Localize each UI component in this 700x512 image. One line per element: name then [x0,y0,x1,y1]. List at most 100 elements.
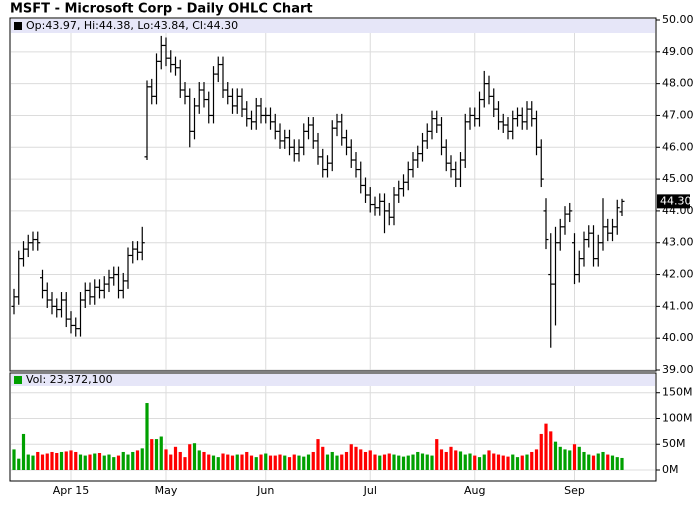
volume-bar [88,454,92,470]
volume-bar [40,454,45,470]
volume-bar [610,455,615,470]
volume-bar [245,451,249,470]
volume-bar [159,436,163,470]
volume-bar [468,453,472,470]
volume-bar [169,454,173,470]
y-tick-label: 41.00 [662,299,694,312]
volume-bar [340,454,344,470]
volume-bar [31,455,35,470]
y-tick-label: 46.00 [662,140,694,153]
volume-bar [373,454,377,470]
x-tick-label: Sep [564,484,585,497]
volume-bar [620,457,624,470]
volume-bar [21,433,26,470]
x-tick-label: Jun [256,484,274,497]
volume-bar [278,454,282,470]
volume-bar [188,444,192,470]
volume-bar [335,455,339,470]
volume-bar [69,450,73,470]
y-tick-label: 49.00 [662,45,694,58]
volume-bar [273,455,277,470]
volume-bar [316,439,320,470]
volume-icon [14,376,22,384]
volume-bar [154,439,159,470]
volume-bar [359,449,363,470]
volume-bar [207,454,211,470]
volume-bar [387,453,391,470]
volume-bar [587,454,591,470]
volume-bar [45,453,49,470]
volume-bar [264,453,268,470]
info-icon [14,22,22,30]
volume-bar [568,450,572,470]
volume-bar [463,454,467,470]
volume-bar [131,451,135,470]
price-panel [9,17,657,372]
volume-bar [74,451,78,470]
volume-bar [107,454,111,470]
volume-bar [439,449,444,470]
y-tick-label: 39.00 [662,363,694,376]
volume-bar [192,443,197,470]
volume-bar [116,455,121,470]
volume-bar [515,457,520,470]
volume-bar [534,449,539,470]
volume-bar [93,453,97,470]
volume-bar [216,457,220,470]
x-tick-label: May [155,484,178,497]
y-tick-label: 0M [662,463,679,476]
volume-bar [344,451,349,470]
volume-bar [59,451,64,470]
info-text: Op:43.97, Hi:44.38, Lo:43.84, Cl:44.30 [26,19,238,32]
y-tick-label: 50.00 [662,13,694,26]
volume-bar [268,455,273,470]
y-tick-label: 40.00 [662,331,694,344]
volume-bar [226,454,230,470]
volume-bar [235,454,239,470]
x-tick-label: Apr 15 [53,484,90,497]
volume-bar [354,446,358,470]
volume-bar [140,448,144,470]
volume-bar [64,451,68,470]
volume-bar [487,450,491,470]
volume-bar [520,455,524,470]
volume-bar [435,439,439,470]
last-price-label: 44.30 [660,194,692,207]
volume-bar [221,453,225,470]
x-tick-label: Jul [363,484,377,497]
volume-bar [492,453,496,470]
y-tick-label: 100M [662,411,693,424]
volume-bar [501,455,505,470]
volume-bar [454,450,458,470]
volume-bar [283,455,287,470]
volume-bar [83,455,87,470]
volume-bar [563,449,567,470]
volume-bar [292,454,296,470]
volume-bar [240,454,244,470]
volume-bar [112,457,116,470]
marks [11,35,625,470]
volume-bar [582,451,586,470]
volume-bar [539,433,543,470]
volume-bar [363,451,368,470]
info-bar [11,19,655,33]
volume-bar [349,444,353,470]
last-price-box [657,194,690,209]
y-tick-label: 43.00 [662,236,694,249]
volume-bar [496,454,501,470]
volume-bar [416,451,420,470]
volume-bar [145,403,149,470]
volume-bar [572,444,577,470]
volume-bar [97,453,102,470]
volume-bar [430,455,434,470]
y-tick-label: 45.00 [662,172,694,185]
volume-bar [420,453,425,470]
volume-bar [135,450,140,470]
y-tick-label: 150M [662,386,693,399]
volume-bar [311,451,315,470]
volume-bar [259,454,263,470]
volume-bar [150,439,154,470]
volume-bar [211,455,216,470]
volume-bar [121,451,125,470]
x-tick-label: Aug [464,484,485,497]
